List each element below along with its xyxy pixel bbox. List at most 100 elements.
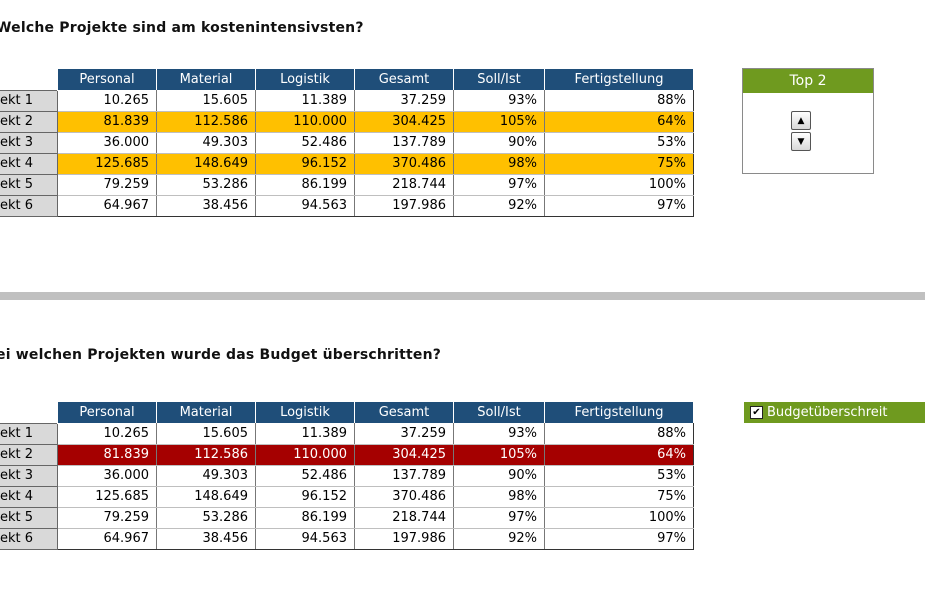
cell-logistik: 52.486: [255, 465, 355, 487]
cell-material: 148.649: [156, 486, 256, 508]
cell-gesamt: 370.486: [354, 486, 454, 508]
cell-soll-ist: 90%: [453, 132, 545, 154]
cell-material: 38.456: [156, 528, 256, 550]
section1-heading: Welche Projekte sind am kostenintensivst…: [0, 20, 364, 36]
cell-fertigstellung: 88%: [544, 423, 694, 445]
cell-fertigstellung: 75%: [544, 153, 694, 175]
table-row: ekt 1 10.265 15.605 11.389 37.259 93% 88…: [0, 89, 694, 112]
cell-fertigstellung: 64%: [544, 444, 694, 466]
table-row: ekt 6 64.967 38.456 94.563 197.986 92% 9…: [0, 194, 694, 217]
cell-fertigstellung: 88%: [544, 90, 694, 112]
checkmark-icon[interactable]: ✔: [750, 406, 763, 419]
cell-material: 38.456: [156, 195, 256, 217]
cell-fertigstellung: 100%: [544, 174, 694, 196]
table-row: ekt 5 79.259 53.286 86.199 218.744 97% 1…: [0, 506, 694, 529]
row-label: ekt 3: [0, 464, 58, 487]
top-n-title: Top 2: [743, 69, 873, 93]
cell-material: 53.286: [156, 507, 256, 529]
cell-logistik: 96.152: [255, 153, 355, 175]
cell-material: 112.586: [156, 111, 256, 133]
column-header-personal: Personal: [57, 402, 157, 423]
cell-fertigstellung: 53%: [544, 132, 694, 154]
arrow-up-icon: ▲: [797, 115, 805, 126]
cell-soll-ist: 105%: [453, 444, 545, 466]
cell-gesamt: 218.744: [354, 174, 454, 196]
cell-logistik: 110.000: [255, 444, 355, 466]
column-header-logistik: Logistik: [255, 402, 355, 423]
cell-personal: 79.259: [57, 174, 157, 196]
cell-fertigstellung: 97%: [544, 528, 694, 550]
cell-fertigstellung: 64%: [544, 111, 694, 133]
cell-gesamt: 197.986: [354, 195, 454, 217]
cell-personal: 64.967: [57, 528, 157, 550]
cell-personal: 64.967: [57, 195, 157, 217]
spinner-up-button[interactable]: ▲: [791, 111, 811, 130]
cell-gesamt: 304.425: [354, 444, 454, 466]
table-row: ekt 3 36.000 49.303 52.486 137.789 90% 5…: [0, 464, 694, 487]
column-header-logistik: Logistik: [255, 69, 355, 90]
table-row-highlighted: ekt 4 125.685 148.649 96.152 370.486 98%…: [0, 152, 694, 175]
cell-personal: 81.839: [57, 111, 157, 133]
cell-soll-ist: 93%: [453, 90, 545, 112]
budget-overrun-checkbox[interactable]: ✔ Budgetüberschreit: [744, 402, 925, 423]
cell-logistik: 94.563: [255, 195, 355, 217]
header-corner: [0, 69, 58, 90]
column-header-gesamt: Gesamt: [354, 69, 454, 90]
header-corner: [0, 402, 58, 423]
cell-gesamt: 218.744: [354, 507, 454, 529]
column-header-soll-ist: Soll/Ist: [453, 69, 545, 90]
row-label: ekt 3: [0, 131, 58, 154]
cell-material: 15.605: [156, 90, 256, 112]
row-label: ekt 4: [0, 485, 58, 508]
row-label: ekt 5: [0, 173, 58, 196]
row-label: ekt 1: [0, 89, 58, 112]
cell-fertigstellung: 100%: [544, 507, 694, 529]
table-row: ekt 4 125.685 148.649 96.152 370.486 98%…: [0, 485, 694, 508]
table-row-highlighted: ekt 2 81.839 112.586 110.000 304.425 105…: [0, 110, 694, 133]
table-header-row: Personal Material Logistik Gesamt Soll/I…: [0, 69, 694, 90]
cell-soll-ist: 92%: [453, 195, 545, 217]
cell-soll-ist: 98%: [453, 153, 545, 175]
column-header-material: Material: [156, 402, 256, 423]
row-label: ekt 6: [0, 194, 58, 217]
column-header-soll-ist: Soll/Ist: [453, 402, 545, 423]
cell-personal: 125.685: [57, 486, 157, 508]
table-row: ekt 3 36.000 49.303 52.486 137.789 90% 5…: [0, 131, 694, 154]
cell-soll-ist: 97%: [453, 507, 545, 529]
cell-personal: 36.000: [57, 465, 157, 487]
table-row-over-budget: ekt 2 81.839 112.586 110.000 304.425 105…: [0, 443, 694, 466]
cell-material: 49.303: [156, 132, 256, 154]
column-header-material: Material: [156, 69, 256, 90]
table-row: ekt 5 79.259 53.286 86.199 218.744 97% 1…: [0, 173, 694, 196]
cell-logistik: 86.199: [255, 174, 355, 196]
cell-material: 49.303: [156, 465, 256, 487]
top-n-spinner[interactable]: ▲ ▼: [791, 111, 811, 153]
cell-fertigstellung: 97%: [544, 195, 694, 217]
row-label: ekt 6: [0, 527, 58, 550]
cell-soll-ist: 105%: [453, 111, 545, 133]
row-label: ekt 2: [0, 110, 58, 133]
column-header-fertigstellung: Fertigstellung: [544, 69, 694, 90]
section2-heading: ei welchen Projekten wurde das Budget üb…: [0, 347, 442, 363]
cell-soll-ist: 90%: [453, 465, 545, 487]
cell-material: 112.586: [156, 444, 256, 466]
cell-logistik: 96.152: [255, 486, 355, 508]
cell-gesamt: 197.986: [354, 528, 454, 550]
column-header-personal: Personal: [57, 69, 157, 90]
cell-logistik: 110.000: [255, 111, 355, 133]
cell-gesamt: 304.425: [354, 111, 454, 133]
row-label: ekt 1: [0, 422, 58, 445]
column-header-gesamt: Gesamt: [354, 402, 454, 423]
cell-personal: 79.259: [57, 507, 157, 529]
cell-fertigstellung: 75%: [544, 486, 694, 508]
cell-gesamt: 137.789: [354, 132, 454, 154]
cell-logistik: 11.389: [255, 90, 355, 112]
row-label: ekt 4: [0, 152, 58, 175]
spinner-down-button[interactable]: ▼: [791, 132, 811, 151]
cell-logistik: 94.563: [255, 528, 355, 550]
cell-personal: 36.000: [57, 132, 157, 154]
row-label: ekt 2: [0, 443, 58, 466]
cell-personal: 10.265: [57, 90, 157, 112]
cell-soll-ist: 98%: [453, 486, 545, 508]
cell-personal: 10.265: [57, 423, 157, 445]
